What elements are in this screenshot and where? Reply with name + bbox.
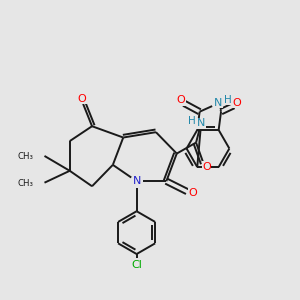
- Text: N: N: [214, 98, 222, 108]
- Text: O: O: [233, 98, 242, 108]
- Text: O: O: [202, 162, 211, 172]
- Text: CH₃: CH₃: [17, 152, 33, 161]
- Text: Cl: Cl: [131, 260, 142, 270]
- Text: O: O: [77, 94, 86, 103]
- Text: CH₃: CH₃: [17, 179, 33, 188]
- Text: N: N: [132, 176, 141, 186]
- Text: H: H: [188, 116, 196, 126]
- Text: H: H: [224, 94, 232, 105]
- Text: O: O: [188, 188, 197, 198]
- Text: O: O: [176, 95, 185, 105]
- Text: N: N: [197, 118, 205, 128]
